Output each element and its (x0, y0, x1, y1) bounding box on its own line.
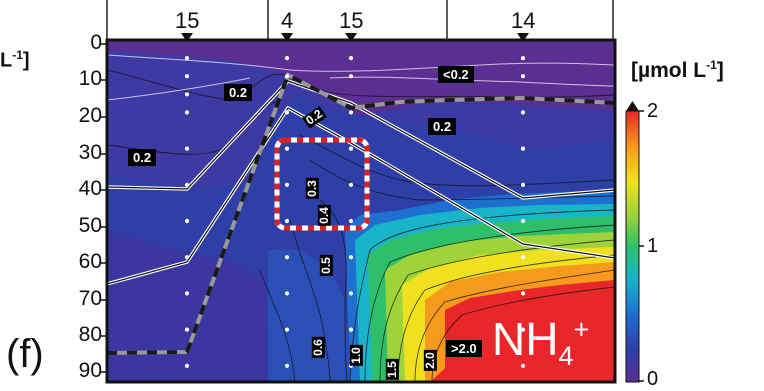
sample-point (520, 146, 526, 151)
y-tick-label: 80 (78, 323, 102, 346)
sample-point (184, 146, 190, 151)
station-header (106, 0, 614, 42)
sample-point (520, 182, 526, 187)
sample-point (184, 182, 190, 187)
sample-point (284, 146, 290, 151)
sample-point (520, 218, 526, 224)
sample-point (184, 255, 190, 260)
sample-point (184, 56, 190, 61)
contour-label: 0.2 (428, 118, 457, 135)
sample-point (184, 327, 190, 332)
sample-point (284, 74, 290, 79)
colorbar-tick-label: 1 (647, 235, 659, 257)
y-tick-label: 90 (78, 359, 102, 382)
contour-label: 1.0 (348, 345, 363, 366)
sample-points (184, 56, 526, 368)
colorbar-tick-label: 0 (647, 368, 659, 390)
sample-point (348, 291, 354, 296)
sample-point (184, 74, 190, 79)
contour-label: 0.2 (128, 149, 157, 166)
sample-point (520, 363, 526, 368)
sample-point (348, 74, 354, 79)
station-label: 14 (511, 8, 536, 33)
sample-point (284, 291, 290, 296)
colorbar-tick-label: 2 (647, 100, 659, 122)
station-marker (345, 33, 357, 42)
contour-label: 0.2 (224, 84, 253, 101)
sample-point (348, 110, 354, 115)
sample-point (284, 218, 290, 224)
station-label: 4 (281, 8, 294, 33)
sample-point (284, 182, 290, 187)
colorbar-arrow (626, 101, 639, 111)
contour-label: 0.3 (304, 178, 319, 199)
sample-point (520, 291, 526, 296)
sample-point (284, 327, 290, 332)
panel-label: (f) (6, 332, 44, 376)
station-marker (517, 33, 529, 42)
sample-point (520, 56, 526, 61)
sample-point (348, 218, 354, 224)
contour-label: 0.4 (316, 205, 331, 226)
sample-point (184, 218, 190, 224)
y-tick-label: 0 (90, 31, 102, 54)
highlight-box-dash (274, 137, 370, 231)
sample-point (520, 110, 526, 115)
sample-point (284, 56, 290, 61)
y-tick-label: 60 (78, 250, 102, 273)
sample-point (284, 110, 290, 115)
sample-point (284, 363, 290, 368)
contour-label: 0.6 (310, 337, 325, 358)
sample-point (520, 255, 526, 260)
station-marker (181, 33, 193, 42)
y-tick-label: 10 (78, 67, 102, 90)
contour-label: 1.5 (384, 359, 399, 380)
y-tick-label: 50 (78, 214, 102, 237)
sample-point (348, 146, 354, 151)
colorbar-ticks (639, 110, 644, 382)
sample-point (520, 327, 526, 332)
sample-point (184, 291, 190, 296)
y-tick-label: 70 (78, 287, 102, 310)
y-tick-label: 40 (78, 177, 102, 200)
contour-label: >2.0 (446, 340, 482, 357)
sample-point (348, 182, 354, 187)
y-axis-ticks (100, 43, 107, 373)
sample-point (284, 255, 290, 260)
station-label: 15 (339, 8, 364, 33)
sample-point (348, 56, 354, 61)
y-tick-label: 20 (78, 104, 102, 127)
station-marker (281, 33, 293, 42)
sample-point (348, 255, 354, 260)
sample-point (184, 110, 190, 115)
colorbar-unit: [µmol L-1] (631, 58, 724, 82)
y-tick-label: 30 (78, 141, 102, 164)
colorbar (625, 110, 640, 383)
sample-point (348, 327, 354, 332)
sample-point (184, 363, 190, 368)
species-label: NH4+ (492, 313, 590, 372)
plot-frame (105, 38, 617, 384)
contour-label: 2.0 (422, 350, 437, 371)
station-label: 15 (175, 8, 200, 33)
sample-point (520, 74, 526, 79)
y-axis-label: L-1] (0, 48, 30, 72)
sample-point (184, 92, 190, 97)
contour-label: <0.2 (438, 66, 474, 83)
contour-label: 0.5 (318, 255, 333, 276)
